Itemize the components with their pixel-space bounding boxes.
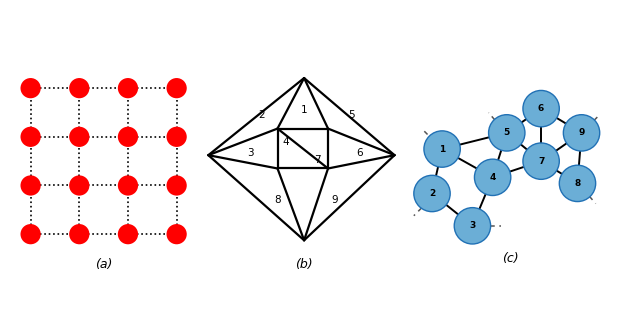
Text: 1: 1 — [301, 105, 308, 115]
Text: 4: 4 — [282, 137, 289, 147]
Circle shape — [21, 127, 41, 147]
Circle shape — [474, 159, 511, 196]
Circle shape — [118, 78, 138, 98]
Text: (c): (c) — [502, 252, 519, 265]
Text: (b): (b) — [295, 258, 313, 270]
Text: 8: 8 — [274, 195, 281, 205]
Text: 2: 2 — [429, 189, 435, 198]
Circle shape — [118, 127, 138, 147]
Circle shape — [166, 175, 187, 196]
Circle shape — [69, 127, 89, 147]
Circle shape — [21, 224, 41, 244]
Circle shape — [454, 208, 490, 244]
Circle shape — [560, 165, 596, 202]
Circle shape — [523, 143, 560, 179]
Circle shape — [166, 127, 187, 147]
Circle shape — [69, 224, 89, 244]
Text: 8: 8 — [575, 179, 581, 188]
Text: 5: 5 — [349, 110, 355, 120]
Text: (a): (a) — [95, 258, 112, 270]
Circle shape — [424, 131, 460, 167]
Text: 9: 9 — [332, 195, 338, 205]
Circle shape — [69, 175, 89, 196]
Circle shape — [21, 175, 41, 196]
Text: 6: 6 — [357, 148, 363, 157]
Text: 3: 3 — [247, 148, 254, 157]
Circle shape — [166, 78, 187, 98]
Text: 4: 4 — [489, 173, 496, 182]
Circle shape — [489, 115, 525, 151]
Text: 7: 7 — [538, 157, 544, 166]
Circle shape — [414, 175, 450, 212]
Circle shape — [563, 115, 600, 151]
Circle shape — [118, 224, 138, 244]
Text: 7: 7 — [314, 155, 321, 166]
Circle shape — [69, 78, 89, 98]
Text: 3: 3 — [469, 221, 475, 230]
Text: 6: 6 — [538, 104, 544, 113]
Circle shape — [118, 175, 138, 196]
Text: 1: 1 — [439, 144, 445, 154]
Circle shape — [21, 78, 41, 98]
Text: 9: 9 — [578, 128, 585, 137]
Circle shape — [523, 90, 560, 127]
Text: 5: 5 — [504, 128, 510, 137]
Text: 2: 2 — [258, 110, 265, 120]
Circle shape — [166, 224, 187, 244]
